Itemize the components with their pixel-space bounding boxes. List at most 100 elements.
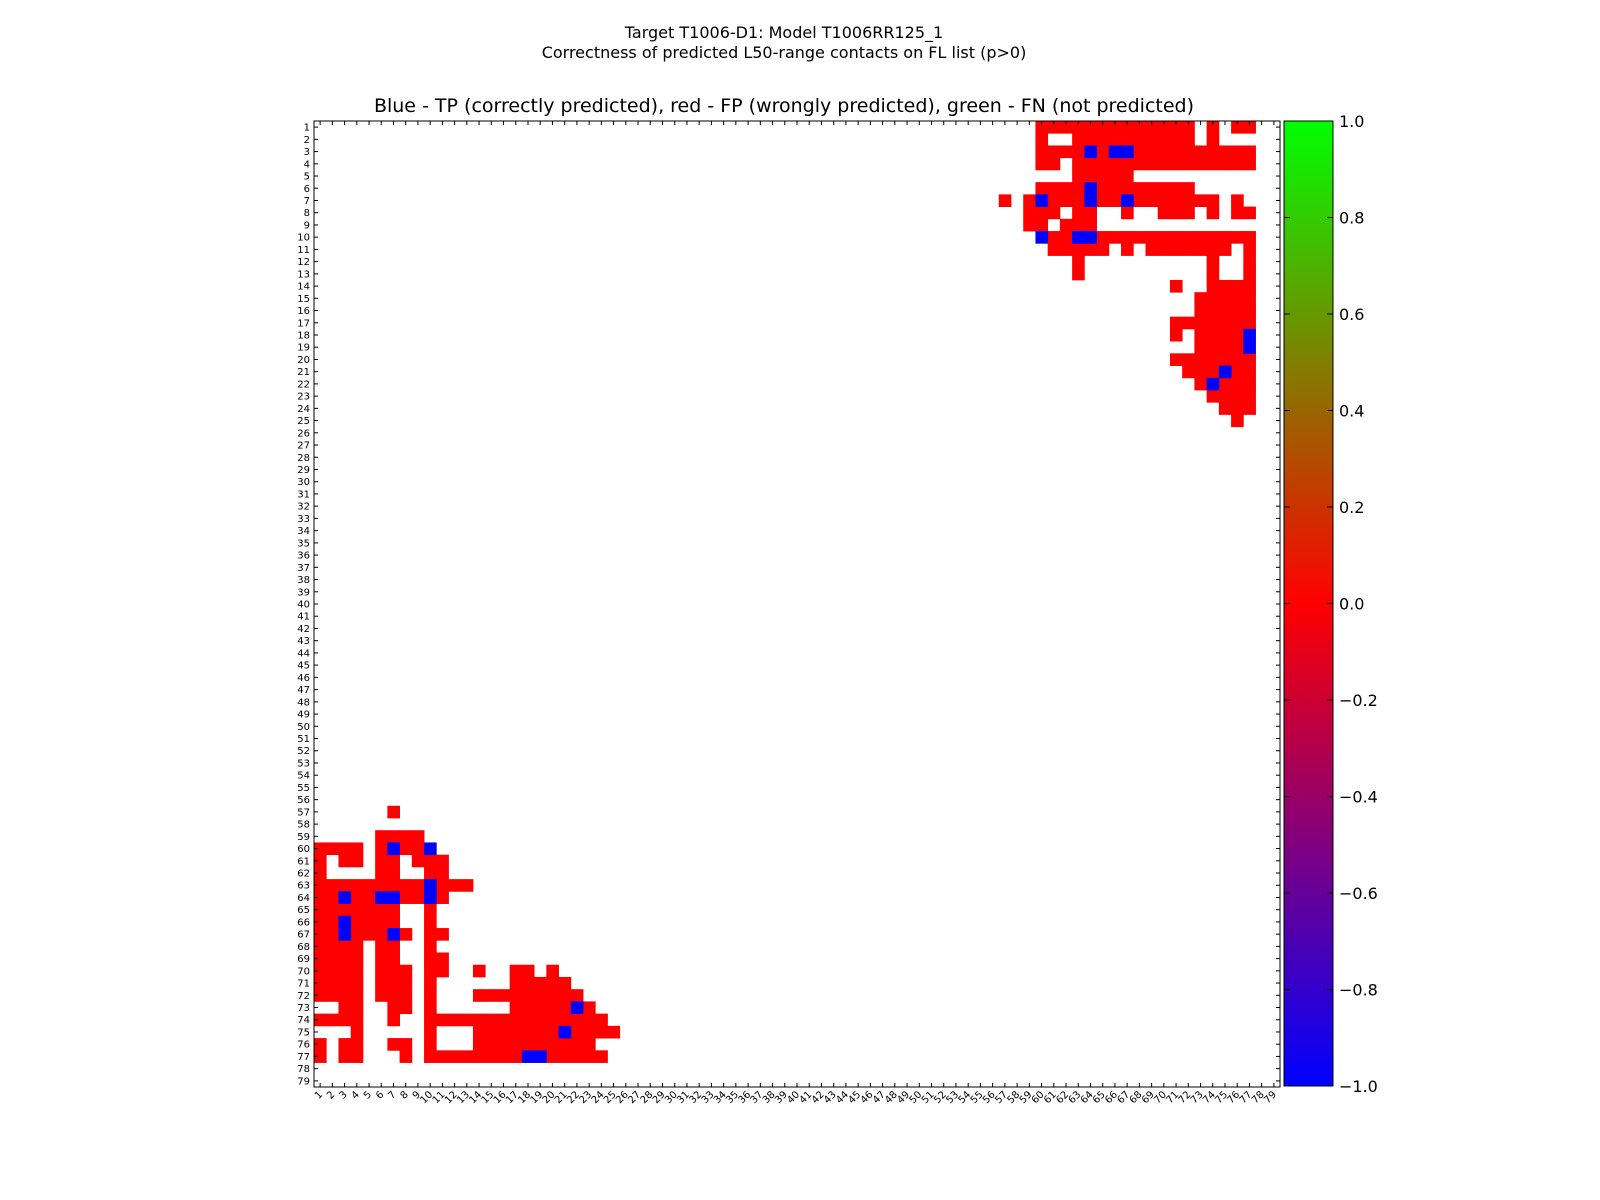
fp-cell-18-76 — [1231, 328, 1244, 342]
fp-cell-74-11 — [436, 1013, 449, 1027]
fp-cell-66-5 — [362, 915, 376, 929]
fp-cell-60-1 — [314, 842, 327, 856]
fp-cell-10-76 — [1231, 231, 1244, 244]
fp-cell-63-6 — [375, 879, 388, 892]
fp-cell-66-7 — [387, 915, 400, 929]
fp-cell-72-17 — [509, 989, 523, 1002]
y-tick-label: 59 — [297, 832, 310, 843]
fp-cell-77-10 — [424, 1050, 437, 1063]
fp-cell-66-1 — [314, 915, 327, 929]
fp-cell-60-3 — [338, 842, 352, 856]
fp-cell-69-7 — [387, 952, 400, 966]
fp-cell-3-71 — [1169, 145, 1183, 159]
fp-cell-11-74 — [1206, 243, 1220, 256]
fp-cell-18-75 — [1218, 328, 1232, 342]
fp-cell-15-75 — [1218, 292, 1232, 305]
fp-cell-8-67 — [1121, 206, 1134, 220]
tp-cell-75-21 — [558, 1025, 572, 1039]
fp-cell-74-14 — [472, 1013, 486, 1027]
fp-cell-69-1 — [314, 952, 327, 966]
fp-cell-3-61 — [1047, 145, 1061, 159]
fp-cell-75-24 — [595, 1025, 608, 1039]
fp-cell-15-76 — [1231, 292, 1244, 305]
fp-cell-16-75 — [1218, 304, 1232, 318]
fp-cell-1-76 — [1231, 121, 1244, 134]
fp-cell-7-63 — [1072, 194, 1085, 207]
fp-cell-10-70 — [1157, 231, 1171, 244]
fp-cell-73-3 — [338, 1001, 352, 1015]
fp-cell-5-66 — [1108, 169, 1122, 183]
x-tick-label: 2 — [325, 1089, 337, 1101]
fp-cell-7-70 — [1157, 194, 1171, 207]
tp-cell-22-74 — [1206, 377, 1220, 391]
fp-cell-76-23 — [583, 1038, 596, 1051]
figure-title-line1: Target T1006-D1: Model T1006RR125_1 — [624, 23, 943, 43]
y-tick-label: 37 — [297, 563, 310, 574]
y-tick-label: 40 — [297, 600, 310, 611]
fp-cell-4-71 — [1169, 157, 1183, 171]
fp-cell-65-7 — [387, 903, 400, 917]
fp-cell-6-62 — [1059, 182, 1073, 195]
fp-cell-66-4 — [350, 915, 364, 929]
fp-cell-6-60 — [1035, 182, 1049, 195]
fp-cell-7-59 — [1023, 194, 1036, 207]
fp-cell-74-1 — [314, 1013, 327, 1027]
x-tick-label: 1 — [313, 1089, 325, 1101]
x-axis-ticks: 1 2 3 4 5 6 7 8 91011121314151617181920212223242… — [313, 121, 1279, 1106]
fp-cell-22-77 — [1243, 377, 1256, 391]
fp-cell-71-8 — [399, 976, 413, 990]
fp-cell-24-77 — [1243, 402, 1256, 415]
fp-cell-1-70 — [1157, 121, 1171, 134]
fp-cell-59-7 — [387, 830, 400, 843]
fp-cell-7-69 — [1145, 194, 1159, 207]
fp-cell-77-8 — [399, 1050, 413, 1063]
tp-cell-6-64 — [1084, 182, 1097, 195]
fp-cell-16-76 — [1231, 304, 1244, 318]
fp-cell-8-61 — [1047, 206, 1061, 220]
fp-cell-12-74 — [1206, 255, 1220, 269]
colorbar-tick-label: 0.2 — [1339, 498, 1364, 517]
fp-cell-12-77 — [1243, 255, 1256, 269]
tp-cell-64-7 — [387, 891, 400, 904]
fp-cell-67-6 — [375, 928, 388, 941]
fp-cell-4-60 — [1035, 157, 1049, 171]
fp-cell-1-64 — [1084, 121, 1097, 134]
fp-cell-68-3 — [338, 940, 352, 953]
colorbar-tick-label: −0.4 — [1339, 788, 1378, 807]
fp-cell-76-22 — [570, 1038, 584, 1051]
fp-cell-17-73 — [1194, 316, 1208, 330]
fp-cell-59-9 — [411, 830, 425, 843]
fp-cell-62-6 — [375, 866, 388, 880]
fp-cell-15-73 — [1194, 292, 1208, 305]
colorbar-tick-label: −0.6 — [1339, 884, 1378, 903]
fp-cell-76-3 — [338, 1038, 352, 1051]
x-tick-label: 4 — [350, 1089, 362, 1101]
fp-cell-77-22 — [570, 1050, 584, 1063]
fp-cell-67-11 — [436, 928, 449, 941]
fp-cell-75-19 — [534, 1025, 547, 1039]
fp-cell-14-76 — [1231, 279, 1244, 293]
fp-cell-20-76 — [1231, 353, 1244, 366]
colorbar-tick-label: −0.2 — [1339, 691, 1378, 710]
y-tick-label: 21 — [297, 367, 310, 378]
y-tick-label: 78 — [297, 1064, 310, 1075]
y-tick-label: 41 — [297, 612, 310, 623]
colorbar-tick-label: −0.8 — [1339, 981, 1378, 1000]
fp-cell-6-70 — [1157, 182, 1171, 195]
fp-cell-65-6 — [375, 903, 388, 917]
fp-cell-6-72 — [1182, 182, 1195, 195]
y-tick-label: 74 — [297, 1015, 310, 1026]
fp-cell-10-72 — [1182, 231, 1195, 244]
fp-cell-70-17 — [509, 964, 523, 978]
y-tick-label: 71 — [297, 979, 310, 990]
y-tick-label: 61 — [297, 856, 310, 867]
colorbar-tick-label: 0.8 — [1339, 209, 1364, 228]
y-tick-label: 43 — [297, 636, 310, 647]
fp-cell-74-21 — [558, 1013, 572, 1027]
y-tick-label: 48 — [297, 697, 310, 708]
fp-cell-16-74 — [1206, 304, 1220, 318]
fp-cell-10-61 — [1047, 231, 1061, 244]
fp-cell-69-2 — [326, 952, 339, 966]
tp-cell-7-60 — [1035, 194, 1049, 207]
y-tick-label: 27 — [297, 441, 310, 452]
